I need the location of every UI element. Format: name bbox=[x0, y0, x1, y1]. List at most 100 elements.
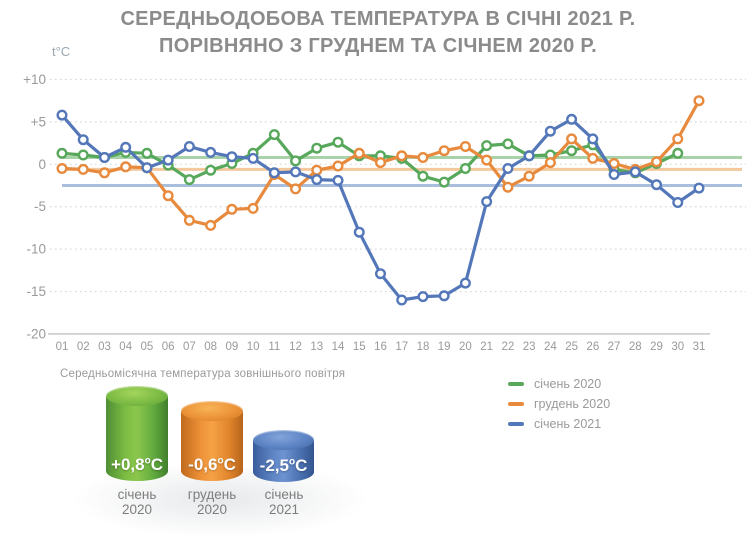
cylinder-dec-2020-body bbox=[181, 411, 243, 481]
svg-text:27: 27 bbox=[608, 341, 621, 353]
point-січень 2020-14 bbox=[332, 136, 344, 148]
point-січень 2021-09 bbox=[226, 151, 238, 163]
cylinder-dec-2020-label: грудень 2020 bbox=[187, 487, 237, 517]
legend-dash-icon bbox=[508, 422, 524, 426]
series-січень 2021 bbox=[56, 109, 705, 306]
point-січень 2020-08 bbox=[205, 164, 217, 176]
point-січень 2021-12 bbox=[290, 166, 302, 178]
svg-text:10: 10 bbox=[247, 341, 260, 353]
point-січень 2020-19 bbox=[438, 176, 450, 188]
svg-text:24: 24 bbox=[544, 341, 557, 353]
point-грудень 2020-03 bbox=[98, 167, 110, 179]
svg-text:29: 29 bbox=[650, 341, 663, 353]
svg-text:26: 26 bbox=[586, 341, 599, 353]
point-січень 2021-08 bbox=[205, 146, 217, 158]
svg-text:01: 01 bbox=[56, 341, 69, 353]
cylinder-jan-2020-top bbox=[106, 386, 168, 406]
cylinder-jan-2021-label: січень 2021 bbox=[264, 487, 304, 517]
point-січень 2020-02 bbox=[77, 149, 89, 161]
point-грудень 2020-24 bbox=[544, 157, 556, 169]
svg-text:05: 05 bbox=[141, 341, 154, 353]
svg-text:15: 15 bbox=[353, 341, 366, 353]
svg-text:30: 30 bbox=[671, 341, 684, 353]
point-січень 2021-02 bbox=[77, 134, 89, 146]
point-грудень 2020-12 bbox=[290, 183, 302, 195]
point-січень 2021-05 bbox=[141, 162, 153, 174]
point-грудень 2020-19 bbox=[438, 145, 450, 157]
point-січень 2021-11 bbox=[268, 167, 280, 179]
svg-text:12: 12 bbox=[289, 341, 302, 353]
svg-text:22: 22 bbox=[501, 341, 514, 353]
point-грудень 2020-31 bbox=[693, 95, 705, 107]
point-грудень 2020-17 bbox=[396, 150, 408, 162]
avg-temp-jan-2020: +0,8оС bbox=[111, 455, 163, 474]
point-січень 2021-18 bbox=[417, 291, 429, 303]
point-січень 2021-06 bbox=[162, 154, 174, 166]
svg-text:19: 19 bbox=[438, 341, 451, 353]
point-грудень 2020-13 bbox=[311, 164, 323, 176]
point-січень 2021-22 bbox=[502, 162, 514, 174]
point-грудень 2020-02 bbox=[77, 163, 89, 175]
cylinder-jan-2021-top bbox=[253, 430, 314, 450]
point-січень 2021-25 bbox=[566, 113, 578, 125]
legend-dash-icon bbox=[508, 382, 524, 386]
legend-item-грудень 2020: грудень 2020 bbox=[508, 394, 610, 414]
legend-item-січень 2021: січень 2021 bbox=[508, 414, 610, 434]
point-грудень 2020-10 bbox=[247, 202, 259, 214]
point-грудень 2020-30 bbox=[672, 133, 684, 145]
cylinder-jan-2020: +0,8оС bbox=[106, 386, 168, 481]
legend-label: січень 2021 bbox=[534, 417, 602, 431]
svg-text:23: 23 bbox=[523, 341, 536, 353]
point-січень 2020-05 bbox=[141, 147, 153, 159]
chart-title: СЕРЕДНЬОДОБОВА ТЕМПЕРАТУРА В СІЧНІ 2021 … bbox=[0, 6, 756, 60]
point-грудень 2020-25 bbox=[566, 133, 578, 145]
point-грудень 2020-26 bbox=[587, 152, 599, 164]
point-грудень 2020-06 bbox=[162, 190, 174, 202]
svg-text:0: 0 bbox=[38, 157, 46, 172]
point-січень 2021-17 bbox=[396, 294, 408, 306]
point-січень 2021-13 bbox=[311, 174, 323, 186]
svg-text:25: 25 bbox=[565, 341, 578, 353]
svg-text:04: 04 bbox=[119, 341, 132, 353]
svg-text:16: 16 bbox=[374, 341, 387, 353]
svg-text:-5: -5 bbox=[34, 199, 46, 214]
point-січень 2020-07 bbox=[183, 174, 195, 186]
point-січень 2021-04 bbox=[120, 141, 132, 153]
point-січень 2021-14 bbox=[332, 174, 344, 186]
point-січень 2021-19 bbox=[438, 290, 450, 302]
point-грудень 2020-29 bbox=[651, 156, 663, 168]
cylinder-jan-2021: -2,5оС bbox=[253, 430, 314, 482]
point-грудень 2020-01 bbox=[56, 162, 68, 174]
cylinder-dec-2020-top bbox=[181, 401, 243, 421]
svg-text:02: 02 bbox=[77, 341, 90, 353]
point-січень 2020-21 bbox=[481, 140, 493, 152]
svg-text:14: 14 bbox=[332, 341, 345, 353]
point-грудень 2020-20 bbox=[459, 140, 471, 152]
svg-text:13: 13 bbox=[310, 341, 323, 353]
point-січень 2020-12 bbox=[290, 155, 302, 167]
point-січень 2021-01 bbox=[56, 109, 68, 121]
point-грудень 2020-07 bbox=[183, 214, 195, 226]
legend: січень 2020 грудень 2020 січень 2021 bbox=[508, 374, 610, 434]
point-грудень 2020-09 bbox=[226, 203, 238, 215]
point-грудень 2020-21 bbox=[481, 154, 493, 166]
point-січень 2021-28 bbox=[629, 166, 641, 178]
cylinder-jan-2020-body bbox=[106, 396, 168, 481]
svg-text:20: 20 bbox=[459, 341, 472, 353]
svg-text:03: 03 bbox=[98, 341, 111, 353]
point-січень 2021-24 bbox=[544, 125, 556, 137]
chart-title-line2: ПОРІВНЯНО З ГРУДНЕМ ТА СІЧНЕМ 2020 Р. bbox=[159, 35, 597, 57]
svg-text:06: 06 bbox=[162, 341, 175, 353]
svg-text:08: 08 bbox=[204, 341, 217, 353]
cylinder-dec-2020: -0,6оС bbox=[181, 401, 243, 481]
point-січень 2020-18 bbox=[417, 170, 429, 182]
point-грудень 2020-23 bbox=[523, 170, 535, 182]
point-грудень 2020-08 bbox=[205, 219, 217, 231]
point-січень 2021-26 bbox=[587, 133, 599, 145]
point-січень 2020-25 bbox=[566, 145, 578, 157]
point-січень 2021-20 bbox=[459, 277, 471, 289]
point-січень 2020-13 bbox=[311, 142, 323, 154]
point-грудень 2020-04 bbox=[120, 161, 132, 173]
x-axis-labels: 01 02 03 04 05 06 07 08 09 10 11 12 13 14 15 16 17 18 19 20… bbox=[56, 341, 706, 353]
